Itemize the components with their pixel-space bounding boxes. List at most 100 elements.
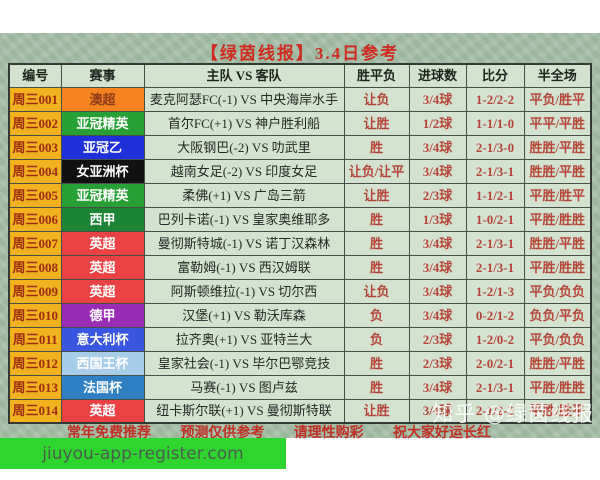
- wdl-prediction: 胜: [343, 230, 410, 256]
- goals-prediction: 1/3球: [408, 206, 467, 232]
- match-row: 周三008 英超 富勒姆(-1) VS 西汉姆联胜 3/4球 2-1/3-1 平胜/胜胜: [8, 254, 592, 280]
- header-score: 比分: [465, 63, 525, 88]
- wdl-prediction: 负: [343, 326, 410, 352]
- wdl-prediction: 让胜: [343, 182, 410, 208]
- header-match-id: 编号: [8, 63, 62, 88]
- score-prediction: 1-0/2-1: [465, 206, 525, 232]
- match-id: 周三004: [8, 158, 62, 184]
- wdl-prediction: 胜: [343, 350, 410, 376]
- match-table: 编号 赛事 主队 VS 客队 胜平负 进球数 比分 半全场 周三001 澳超 麦克阿…: [8, 63, 592, 424]
- goals-prediction: 3/4球: [408, 254, 467, 280]
- match-teams: 皇家社会(-1) VS 毕尔巴鄂竞技: [143, 350, 345, 376]
- wdl-prediction: 胜: [343, 206, 410, 232]
- footer-note: 预测仅供参考: [180, 426, 265, 441]
- half-full-prediction: 平胜/胜平: [523, 398, 592, 424]
- header-half-full: 半全场: [523, 63, 592, 88]
- score-prediction: 1-2/1-3: [465, 278, 525, 304]
- league-badge: 亚冠精英: [60, 110, 145, 136]
- score-prediction: 1-1/2-1: [465, 182, 525, 208]
- score-prediction: 2-1/3-1: [465, 230, 525, 256]
- match-id: 周三002: [8, 110, 62, 136]
- footer-note: 常年免费推荐: [67, 426, 151, 441]
- match-teams: 大阪钢巴(-2) VS 叻武里: [143, 134, 345, 160]
- league-badge: 英超: [60, 398, 145, 424]
- goals-prediction: 3/4球: [408, 374, 467, 400]
- half-full-prediction: 平负/负负: [523, 326, 592, 352]
- goals-prediction: 2/3球: [408, 182, 467, 208]
- half-full-prediction: 胜胜/平胜: [523, 350, 592, 376]
- goals-prediction: 3/4球: [408, 134, 467, 160]
- goals-prediction: 3/4球: [408, 230, 467, 256]
- match-id: 周三011: [8, 326, 62, 352]
- promo-link-text[interactable]: jiuyou-app-register.com: [42, 443, 244, 464]
- half-full-prediction: 平平/平胜: [523, 110, 592, 136]
- wdl-prediction: 胜: [343, 134, 410, 160]
- match-id: 周三013: [8, 374, 62, 400]
- match-teams: 柔佛(+1) VS 广岛三箭: [143, 182, 345, 208]
- match-row: 周三014 英超 纽卡斯尔联(+1) VS 曼彻斯特联 让胜 3/4球 2-1/2-2 平胜…: [8, 398, 592, 424]
- wdl-prediction: 让负: [343, 86, 410, 112]
- match-teams: 马赛(-1) VS 图卢兹: [143, 374, 345, 400]
- goals-prediction: 1/2球: [408, 110, 467, 136]
- match-row: 周三004 女亚洲杯 越南女足(-2) VS 印度女足 让负/让平 3/4球 2-1/3-…: [8, 158, 592, 184]
- match-id: 周三012: [8, 350, 62, 376]
- footer-note: 祝大家好运长红: [392, 426, 491, 441]
- goals-prediction: 3/4球: [408, 398, 467, 424]
- league-badge: 英超: [60, 230, 145, 256]
- promo-link-bar[interactable]: jiuyou-app-register.com: [0, 438, 286, 469]
- score-prediction: 1-2/0-2: [465, 326, 525, 352]
- poster-title: 【绿茵线报】3.4日参考: [200, 44, 400, 63]
- score-prediction: 2-1/3-1: [465, 158, 525, 184]
- match-table-header: 编号 赛事 主队 VS 客队 胜平负 进球数 比分 半全场: [8, 63, 592, 88]
- match-teams: 麦克阿瑟FC(-1) VS 中央海岸水手: [143, 86, 345, 112]
- half-full-prediction: 胜胜/平胜: [523, 158, 592, 184]
- header-wdl: 胜平负: [343, 63, 410, 88]
- league-badge: 西国王杯: [60, 350, 145, 376]
- match-teams: 富勒姆(-1) VS 西汉姆联: [143, 254, 345, 280]
- league-badge: 亚冠精英: [60, 182, 145, 208]
- goals-prediction: 3/4球: [408, 158, 467, 184]
- prediction-poster: 【绿茵线报】3.4日参考 编号 赛事 主队 VS 客队 胜平负 进球数 比分 半…: [0, 33, 600, 441]
- score-prediction: 0-2/1-2: [465, 302, 525, 328]
- league-badge: 澳超: [60, 86, 145, 112]
- match-id: 周三005: [8, 182, 62, 208]
- league-badge: 意大利杯: [60, 326, 145, 352]
- match-id: 周三001: [8, 86, 62, 112]
- half-full-prediction: 负负/平负: [523, 302, 592, 328]
- wdl-prediction: 让胜: [343, 398, 410, 424]
- half-full-prediction: 胜胜/平胜: [523, 230, 592, 256]
- header-goals: 进球数: [408, 63, 467, 88]
- match-id: 周三009: [8, 278, 62, 304]
- header-teams: 主队 VS 客队: [143, 63, 345, 88]
- match-teams: 巴列卡诺(-1) VS 皇家奥维耶多: [143, 206, 345, 232]
- match-teams: 阿斯顿维拉(-1) VS 切尔西: [143, 278, 345, 304]
- score-prediction: 1-2/2-2: [465, 86, 525, 112]
- half-full-prediction: 平胜/胜胜: [523, 206, 592, 232]
- match-teams: 汉堡(+1) VS 勒沃库森: [143, 302, 345, 328]
- footer-note: 请理性购彩: [293, 426, 364, 441]
- match-id: 周三003: [8, 134, 62, 160]
- match-row: 周三007 英超 曼彻斯特城(-1) VS 诺丁汉森林胜 3/4球 2-1/3-1 胜胜/…: [8, 230, 592, 256]
- match-row: 周三006 西甲 巴列卡诺(-1) VS 皇家奥维耶多胜 1/3球 1-0/2-1 平胜/…: [8, 206, 592, 232]
- match-row: 周三001 澳超 麦克阿瑟FC(-1) VS 中央海岸水手 让负 3/4球 1-2/2-2…: [8, 86, 592, 112]
- half-full-prediction: 平胜/胜胜: [523, 254, 592, 280]
- league-badge: 英超: [60, 278, 145, 304]
- footer-notes: 常年免费推荐 预测仅供参考 请理性购彩 祝大家好运长红: [9, 424, 591, 441]
- match-id: 周三008: [8, 254, 62, 280]
- league-badge: 德甲: [60, 302, 145, 328]
- wdl-prediction: 让胜: [343, 110, 410, 136]
- goals-prediction: 3/4球: [408, 278, 467, 304]
- header-row: 编号 赛事 主队 VS 客队 胜平负 进球数 比分 半全场: [8, 63, 592, 88]
- score-prediction: 2-0/2-1: [465, 350, 525, 376]
- half-full-prediction: 平胜/胜平: [523, 182, 592, 208]
- league-badge: 女亚洲杯: [60, 158, 145, 184]
- wdl-prediction: 胜: [343, 374, 410, 400]
- goals-prediction: 3/4球: [408, 86, 467, 112]
- match-row: 周三009 英超 阿斯顿维拉(-1) VS 切尔西 让负 3/4球 1-2/1-3 平负/负…: [8, 278, 592, 304]
- league-badge: 英超: [60, 254, 145, 280]
- goals-prediction: 2/3球: [408, 350, 467, 376]
- score-prediction: 1-1/1-0: [465, 110, 525, 136]
- match-row: 周三002 亚冠精英 首尔FC(+1) VS 神户胜利船 让胜 1/2球 1-1/1-0 平…: [8, 110, 592, 136]
- half-full-prediction: 平负/负负: [523, 278, 592, 304]
- goals-prediction: 2/3球: [408, 326, 467, 352]
